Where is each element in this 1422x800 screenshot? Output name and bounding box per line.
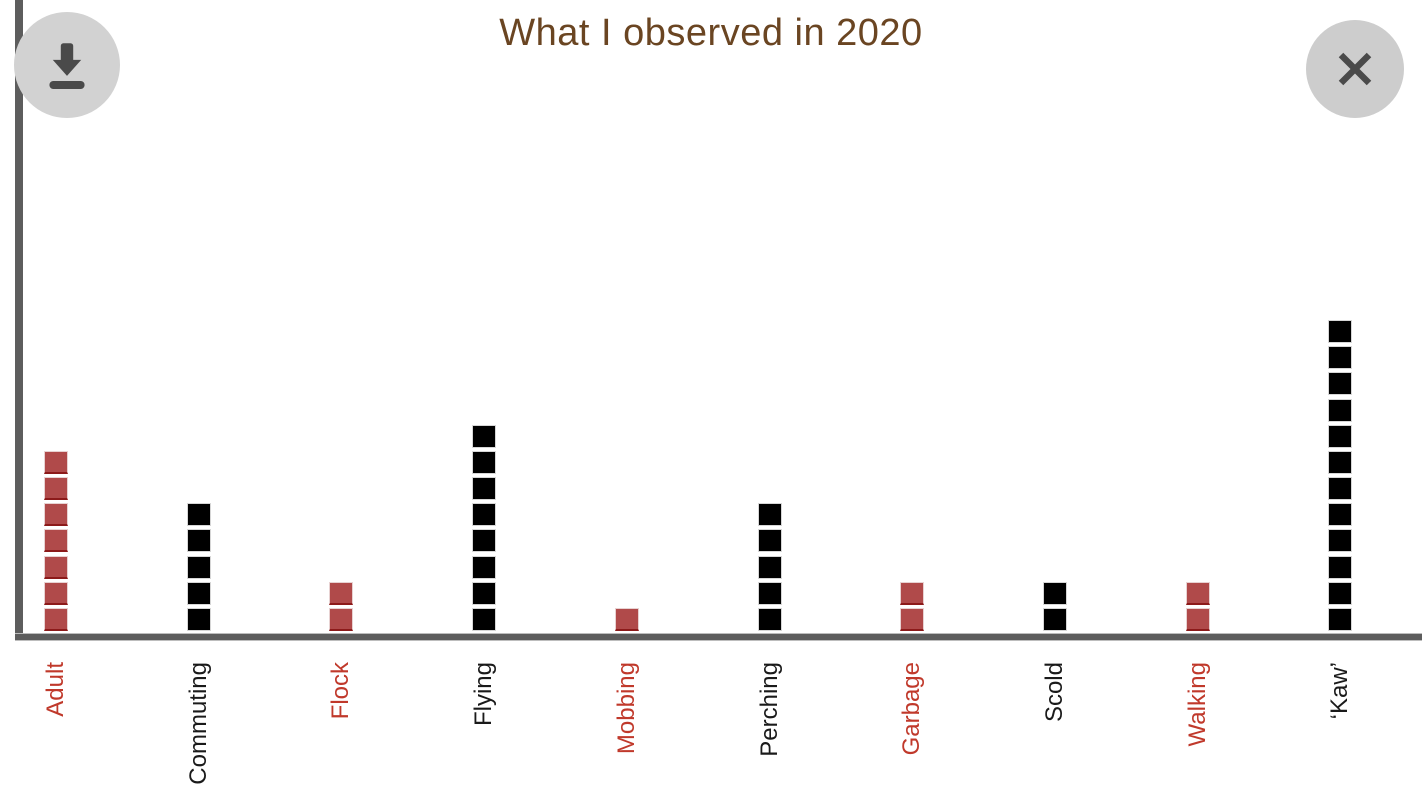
unit-square [900,608,925,631]
unit-square [1185,608,1210,631]
unit-square [186,608,211,631]
x-axis-label-commuting: Commuting [184,662,212,785]
x-axis-label-flock: Flock [327,662,355,720]
y-axis-line [15,0,23,641]
unit-square [1328,450,1353,474]
pictogram-column-scold [1042,581,1067,631]
unit-square [44,555,68,579]
unit-square [1328,398,1353,422]
unit-square [1328,581,1353,605]
unit-square [44,529,68,553]
unit-square [1328,346,1353,370]
unit-square [472,503,497,527]
unit-square [1042,581,1067,605]
unit-square [757,529,782,553]
x-axis-label-adult: Adult [42,662,69,717]
unit-square [186,555,211,579]
unit-square [757,555,782,579]
unit-square [472,529,497,553]
pictogram-column-commuting [186,503,211,631]
unit-square [329,608,354,631]
unit-square [1185,581,1210,605]
unit-square [1328,319,1353,343]
unit-square [1328,608,1353,631]
pictogram-column-perching [757,503,782,631]
unit-square [44,608,68,631]
unit-square [1328,555,1353,579]
unit-square [1042,608,1067,631]
x-axis-label-flying: Flying [470,662,498,727]
unit-square [472,555,497,579]
pictogram-column-adult [44,450,68,631]
unit-square [472,477,497,501]
pictogram-column-flock [329,581,354,631]
unit-square [472,424,497,448]
pictogram-column-garbage [900,581,925,631]
download-icon [36,34,98,96]
unit-square [1328,424,1353,448]
unit-square [900,581,925,605]
unit-square [329,581,354,605]
unit-square [1328,477,1353,501]
unit-square [472,581,497,605]
close-icon [1331,45,1379,93]
unit-square [757,581,782,605]
unit-square [44,450,68,474]
x-axis-label-kaw: ‘Kaw’ [1326,662,1354,720]
unit-square [44,581,68,605]
unit-square [614,608,639,631]
x-axis-label-perching: Perching [755,662,783,757]
pictogram-column-mobbing [614,608,639,631]
unit-square [1328,503,1353,527]
pictogram-column-walking [1185,581,1210,631]
pictogram-column-kaw [1328,319,1353,631]
close-button[interactable] [1306,20,1404,118]
pictogram-column-flying [472,424,497,631]
x-axis-line [15,633,1422,641]
unit-square [186,581,211,605]
x-axis-label-walking: Walking [1183,662,1211,747]
unit-square [186,503,211,527]
unit-square [44,503,68,527]
unit-square [44,477,68,501]
x-axis-label-scold: Scold [1040,662,1068,723]
x-axis-label-garbage: Garbage [898,662,926,756]
unit-square [1328,372,1353,396]
unit-square [757,503,782,527]
unit-square [186,529,211,553]
x-axis-label-mobbing: Mobbing [612,662,640,755]
download-button[interactable] [14,12,120,118]
unit-square [757,608,782,631]
unit-square [472,608,497,631]
unit-square [472,450,497,474]
unit-square [1328,529,1353,553]
chart-title: What I observed in 2020 [499,12,923,54]
